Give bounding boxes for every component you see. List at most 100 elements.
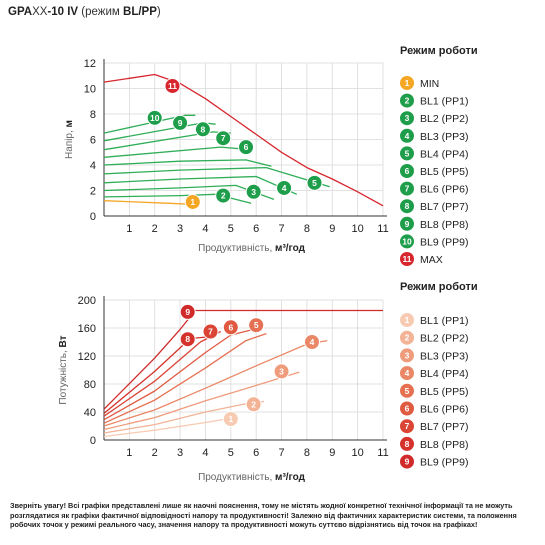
series-badge-8: 8 — [194, 121, 211, 138]
legend-badge — [400, 330, 414, 345]
badge-circle — [276, 179, 293, 196]
badge-circle — [245, 183, 262, 200]
y-axis-label-unit: м — [64, 120, 75, 127]
x-tick-label: 10 — [352, 223, 364, 235]
badge-number: 5 — [312, 178, 317, 188]
x-tick-label: 6 — [253, 223, 259, 235]
legend-item-7: 7 BL7 (PP7) — [400, 419, 468, 434]
disclaimer-note: Зверніть увагу! Всі графіки представлені… — [10, 501, 517, 530]
legend-item-9: 9 BL8 (PP8) — [400, 216, 468, 231]
badge-number: 6 — [228, 322, 233, 332]
x-tick-label: 5 — [228, 447, 234, 459]
series-line-4 — [103, 339, 328, 427]
badge-circle — [179, 331, 196, 348]
legend-item-11: 11 MAX — [400, 252, 443, 266]
legend-item-1: 1 MIN — [400, 76, 439, 90]
series-line-1 — [103, 200, 196, 206]
y-tick-label: 4 — [90, 160, 96, 172]
x-tick-label: 11 — [377, 223, 388, 235]
legend-badge — [400, 419, 414, 434]
series-line-6 — [103, 328, 254, 421]
legend-label: BL7 (PP7) — [420, 201, 468, 213]
badge-circle — [222, 319, 239, 336]
page-title: GPAXX-10 IV (режим BL/PP) — [8, 6, 161, 18]
x-axis-label-text: Продуктивність, — [198, 472, 275, 483]
series-badge-9: 9 — [179, 303, 196, 320]
x-axis-label: Продуктивність, м³/год — [198, 243, 306, 254]
badge-number: 6 — [244, 142, 249, 152]
series-line-3 — [103, 371, 300, 431]
series-line-5 — [103, 166, 330, 188]
legend-badge-number: 2 — [405, 96, 410, 106]
series-badge-4: 4 — [276, 179, 293, 196]
badge-number: 1 — [190, 197, 195, 207]
legend-badge-number: 9 — [405, 219, 410, 229]
legend-item-3: 3 BL2 (PP2) — [400, 111, 468, 126]
y-tick-label: 0 — [90, 211, 96, 223]
series-badge-5: 5 — [248, 317, 265, 334]
mode-prefix: (режим — [78, 6, 124, 18]
legend-badge-number: 8 — [405, 439, 410, 449]
legend-label: MAX — [420, 254, 443, 266]
legend-label: BL8 (PP8) — [420, 219, 468, 231]
series-badge-4: 4 — [303, 334, 320, 350]
y-axis-label-text: Потужність, — [58, 347, 69, 404]
series-badge-7: 7 — [202, 323, 219, 340]
x-tick-label: 1 — [126, 447, 132, 459]
series-badge-7: 7 — [215, 130, 232, 147]
series-badge-1: 1 — [222, 411, 239, 427]
y-tick-label: 2 — [90, 186, 96, 198]
mode-suffix: ) — [156, 6, 161, 18]
series-badge-6: 6 — [222, 319, 239, 336]
legend-badge-number: 5 — [405, 386, 410, 396]
x-tick-label: 1 — [126, 223, 132, 235]
legend-label: BL2 (PP2) — [420, 333, 468, 345]
series-line-5 — [103, 332, 267, 424]
series-badge-1: 1 — [184, 193, 201, 210]
legend-badge — [400, 234, 414, 249]
legend-item-7: 7 BL6 (PP6) — [400, 181, 468, 196]
badge-number: 4 — [310, 337, 315, 347]
series-badge-6: 6 — [238, 139, 255, 156]
series-badge-9: 9 — [172, 114, 189, 131]
legend-badge — [400, 383, 414, 398]
legend-badge-number: 10 — [402, 236, 412, 246]
legend-badge-number: 2 — [405, 333, 410, 343]
y-tick-label: 40 — [84, 407, 96, 419]
series-badge-5: 5 — [306, 174, 323, 191]
x-tick-label: 8 — [304, 223, 310, 235]
badge-circle — [248, 317, 265, 334]
legend-label: BL5 (PP5) — [420, 386, 468, 398]
legend-head-chart: Режим роботи 1 MIN 2 BL1 (PP1) 3 BL2 (PP2) 4 BL3… — [400, 45, 478, 266]
x-tick-label: 10 — [352, 447, 364, 459]
badge-number: 8 — [201, 124, 206, 134]
legend-item-6: 6 BL5 (PP5) — [400, 164, 468, 178]
x-tick-label: 6 — [253, 447, 259, 459]
legend-label: BL1 (PP1) — [420, 315, 468, 327]
legend-badge — [400, 348, 414, 363]
series-line-7 — [103, 146, 252, 158]
series-badge-10: 10 — [146, 109, 163, 126]
legend-badge-number: 7 — [405, 184, 410, 194]
series-badge-11: 11 — [164, 77, 181, 94]
badge-number: 2 — [251, 399, 256, 409]
model-series: XX — [32, 6, 48, 18]
legend-label: BL8 (PP8) — [420, 439, 468, 451]
legend-badge-number: 9 — [405, 457, 410, 467]
series-line-6 — [103, 159, 272, 167]
legend-badge-number: 1 — [405, 78, 410, 88]
legend-badge-number: 5 — [405, 148, 410, 158]
x-tick-label: 8 — [304, 447, 310, 459]
legend-badge-number: 4 — [405, 131, 410, 141]
badge-number: 9 — [185, 307, 190, 317]
legend-label: BL9 (PP9) — [420, 236, 468, 248]
x-tick-label: 7 — [278, 447, 284, 459]
badge-circle — [184, 193, 201, 210]
legend-badge — [400, 128, 414, 143]
legend-item-8: 8 BL7 (PP7) — [400, 199, 468, 214]
badge-number: 3 — [279, 366, 284, 376]
legend-badge — [400, 164, 414, 178]
legend-badge-number: 8 — [405, 201, 410, 211]
legend-label: BL9 (PP9) — [420, 457, 468, 469]
x-tick-label: 7 — [278, 223, 284, 235]
